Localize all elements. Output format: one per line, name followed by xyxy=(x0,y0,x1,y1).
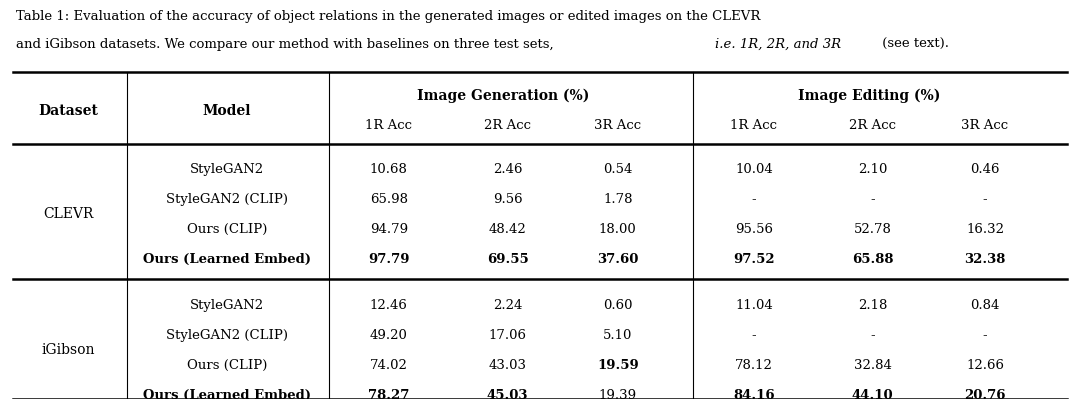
Text: 16.32: 16.32 xyxy=(966,223,1004,236)
Text: StyleGAN2 (CLIP): StyleGAN2 (CLIP) xyxy=(166,193,287,206)
Text: 19.59: 19.59 xyxy=(597,359,638,371)
Text: 78.27: 78.27 xyxy=(368,389,409,399)
Text: 2.10: 2.10 xyxy=(858,163,888,176)
Text: 17.06: 17.06 xyxy=(488,329,527,342)
Text: 12.66: 12.66 xyxy=(966,359,1004,371)
Text: 0.54: 0.54 xyxy=(603,163,633,176)
Text: 44.10: 44.10 xyxy=(852,389,893,399)
Text: 2.46: 2.46 xyxy=(492,163,523,176)
Text: 3R Acc: 3R Acc xyxy=(961,119,1009,132)
Text: 10.04: 10.04 xyxy=(735,163,772,176)
Text: -: - xyxy=(983,329,987,342)
Text: 0.46: 0.46 xyxy=(970,163,1000,176)
Text: 43.03: 43.03 xyxy=(488,359,527,371)
Text: -: - xyxy=(752,193,756,206)
Text: 11.04: 11.04 xyxy=(735,299,772,312)
Text: 5.10: 5.10 xyxy=(603,329,633,342)
Text: 37.60: 37.60 xyxy=(597,253,638,266)
Text: 1R Acc: 1R Acc xyxy=(365,119,413,132)
Text: 10.68: 10.68 xyxy=(369,163,408,176)
Text: 19.39: 19.39 xyxy=(598,389,637,399)
Text: 48.42: 48.42 xyxy=(489,223,526,236)
Text: -: - xyxy=(870,193,875,206)
Text: 97.52: 97.52 xyxy=(733,253,774,266)
Text: -: - xyxy=(752,329,756,342)
Text: and iGibson datasets. We compare our method with baselines on three test sets,: and iGibson datasets. We compare our met… xyxy=(16,38,558,51)
Text: Model: Model xyxy=(203,104,251,118)
Text: 65.88: 65.88 xyxy=(852,253,893,266)
Text: 32.38: 32.38 xyxy=(964,253,1005,266)
Text: 2R Acc: 2R Acc xyxy=(484,119,531,132)
Text: -: - xyxy=(870,329,875,342)
Text: 45.03: 45.03 xyxy=(487,389,528,399)
Text: 20.76: 20.76 xyxy=(964,389,1005,399)
Text: 69.55: 69.55 xyxy=(487,253,528,266)
Text: 97.79: 97.79 xyxy=(368,253,409,266)
Text: CLEVR: CLEVR xyxy=(43,207,93,221)
Text: Ours (Learned Embed): Ours (Learned Embed) xyxy=(143,253,311,266)
Text: 2.18: 2.18 xyxy=(858,299,888,312)
Text: 2.24: 2.24 xyxy=(492,299,523,312)
Text: i.e. 1R, 2R, and 3R: i.e. 1R, 2R, and 3R xyxy=(715,38,841,51)
Text: -: - xyxy=(983,193,987,206)
Text: Image Generation (%): Image Generation (%) xyxy=(417,89,590,103)
Text: 0.84: 0.84 xyxy=(970,299,1000,312)
Text: 95.56: 95.56 xyxy=(734,223,773,236)
Text: 3R Acc: 3R Acc xyxy=(594,119,642,132)
Text: StyleGAN2 (CLIP): StyleGAN2 (CLIP) xyxy=(166,329,287,342)
Text: StyleGAN2: StyleGAN2 xyxy=(190,299,264,312)
Text: Ours (CLIP): Ours (CLIP) xyxy=(187,223,267,236)
Text: 32.84: 32.84 xyxy=(853,359,892,371)
Text: 2R Acc: 2R Acc xyxy=(849,119,896,132)
Text: 18.00: 18.00 xyxy=(599,223,636,236)
Text: Ours (Learned Embed): Ours (Learned Embed) xyxy=(143,389,311,399)
Text: 94.79: 94.79 xyxy=(369,223,408,236)
Text: 74.02: 74.02 xyxy=(369,359,408,371)
Text: Image Editing (%): Image Editing (%) xyxy=(798,89,941,103)
Text: 78.12: 78.12 xyxy=(734,359,773,371)
Text: 0.60: 0.60 xyxy=(603,299,633,312)
Text: 9.56: 9.56 xyxy=(492,193,523,206)
Text: 1.78: 1.78 xyxy=(603,193,633,206)
Text: 12.46: 12.46 xyxy=(369,299,408,312)
Text: Dataset: Dataset xyxy=(38,104,98,118)
Text: 49.20: 49.20 xyxy=(369,329,408,342)
Text: (see text).: (see text). xyxy=(878,38,949,51)
Text: 52.78: 52.78 xyxy=(853,223,892,236)
Text: Table 1: Evaluation of the accuracy of object relations in the generated images : Table 1: Evaluation of the accuracy of o… xyxy=(16,10,760,23)
Text: 65.98: 65.98 xyxy=(369,193,408,206)
Text: StyleGAN2: StyleGAN2 xyxy=(190,163,264,176)
Text: 84.16: 84.16 xyxy=(733,389,774,399)
Text: 1R Acc: 1R Acc xyxy=(730,119,778,132)
Text: iGibson: iGibson xyxy=(41,343,95,357)
Text: Ours (CLIP): Ours (CLIP) xyxy=(187,359,267,371)
